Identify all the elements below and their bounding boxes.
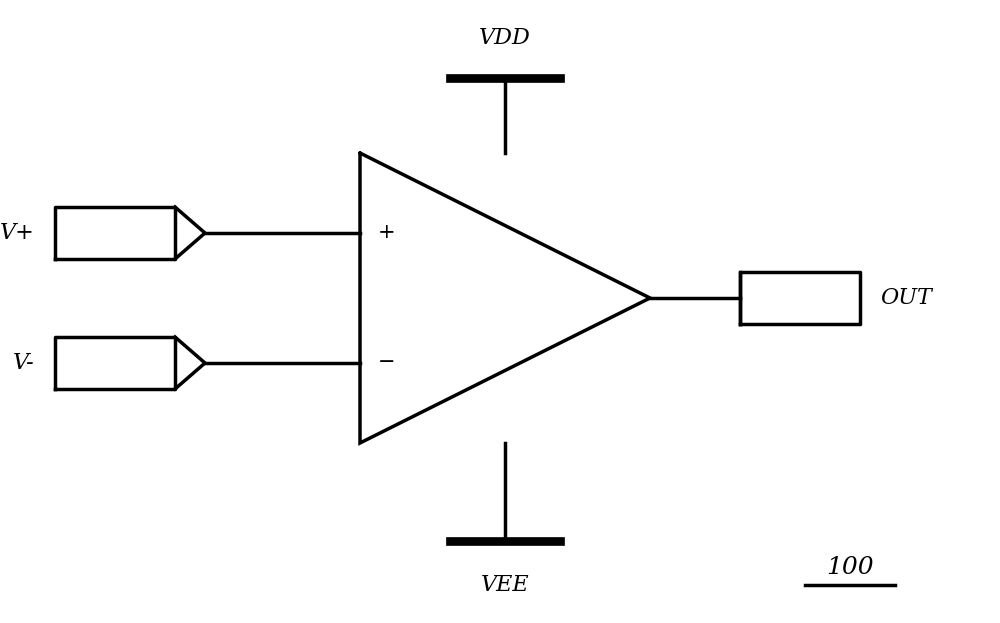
Text: +: + bbox=[378, 224, 396, 242]
Text: V-: V- bbox=[13, 352, 35, 374]
Text: VDD: VDD bbox=[479, 27, 531, 49]
Text: 100: 100 bbox=[826, 556, 874, 579]
Text: −: − bbox=[378, 353, 396, 373]
Text: OUT: OUT bbox=[880, 287, 932, 309]
Text: V+: V+ bbox=[0, 222, 35, 244]
Text: VEE: VEE bbox=[481, 574, 529, 596]
